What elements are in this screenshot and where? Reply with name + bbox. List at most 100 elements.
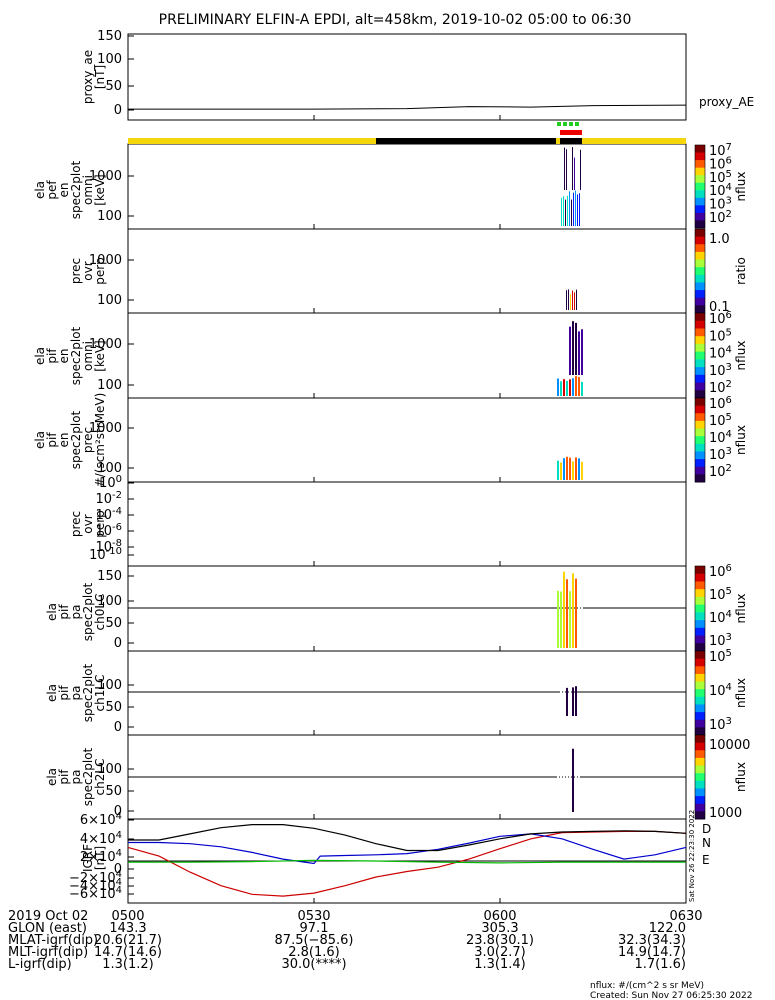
colorbar-segment bbox=[695, 413, 705, 422]
spectrogram-bin bbox=[574, 157, 575, 190]
panel-ylabel-line: #/(scm²strMeV) bbox=[93, 393, 107, 488]
spectrogram-bin bbox=[575, 760, 577, 812]
series-line-proxy-ae bbox=[128, 104, 687, 110]
colorbar-segment bbox=[695, 382, 705, 391]
spectrogram-bin bbox=[581, 329, 583, 375]
spectrogram-bin bbox=[578, 692, 580, 716]
y-tick-label: 100 bbox=[99, 474, 122, 491]
spectrogram-bin bbox=[572, 461, 574, 480]
colorbar-segment bbox=[695, 459, 705, 468]
status-segment-black bbox=[376, 138, 556, 144]
colorbar-tick-label: 104 bbox=[709, 682, 732, 699]
spectrogram-bin bbox=[567, 195, 568, 226]
panel-ylabel-line: en bbox=[57, 349, 71, 364]
footer-created: Created: Sun Nov 27 06:25:30 2022 bbox=[590, 991, 752, 1000]
x-row-label: GLON (east) bbox=[8, 921, 87, 936]
colorbar-segment bbox=[695, 274, 705, 283]
spectrogram-bin bbox=[577, 194, 578, 226]
panel-ylabel-line: spec2plot bbox=[69, 160, 83, 219]
colorbar-segment bbox=[695, 182, 705, 191]
colorbar-tick-label: 103 bbox=[709, 196, 732, 213]
spectrogram-bin bbox=[576, 289, 577, 310]
colorbar-segment bbox=[695, 190, 705, 199]
spectrogram-bin bbox=[561, 197, 562, 226]
spectrogram-bin bbox=[566, 318, 568, 375]
y-tick-label: 0 bbox=[114, 636, 122, 651]
spectrogram-bin bbox=[563, 571, 565, 648]
colorbar-segment bbox=[695, 175, 705, 184]
panel-ylabel-line: pif bbox=[57, 769, 71, 785]
colorbar-tick-label: 105 bbox=[709, 586, 732, 603]
x-value-label: 20.6(21.7) bbox=[94, 933, 162, 948]
spectrogram-bin bbox=[563, 196, 564, 226]
colorbar-segment bbox=[695, 796, 705, 805]
colorbar-segment bbox=[695, 788, 705, 797]
spectrogram-bin bbox=[566, 290, 567, 310]
colorbar-segment bbox=[695, 666, 705, 675]
colorbar-segment bbox=[695, 681, 705, 690]
science-marker-green bbox=[575, 122, 579, 126]
colorbar-tick-label: 106 bbox=[709, 310, 732, 327]
panel-ylabel-line: pa bbox=[69, 686, 83, 701]
colorbar-segment bbox=[695, 145, 705, 154]
x-value-label: 1.3(1.2) bbox=[102, 957, 154, 972]
y-tick-label: 150 bbox=[97, 569, 122, 584]
spectrogram-bin bbox=[579, 193, 580, 226]
y-tick-label: 2×104 bbox=[80, 848, 122, 865]
spectrogram-bin bbox=[572, 290, 573, 310]
colorbar-segment bbox=[695, 359, 705, 368]
panel-ylabel-line: pa bbox=[69, 770, 83, 785]
spectrogram-bin bbox=[581, 584, 583, 648]
panel-ylabel-line: prec bbox=[81, 427, 95, 453]
panel-ylabel-line: ovr bbox=[81, 261, 95, 280]
colorbar-segment bbox=[695, 773, 705, 782]
spectrogram-bin bbox=[562, 153, 563, 190]
colorbar-segment bbox=[695, 581, 705, 590]
legend-d: D bbox=[702, 822, 711, 836]
spectrogram-bin bbox=[560, 381, 562, 396]
science-marker-green bbox=[563, 122, 567, 126]
colorbar-segment bbox=[695, 267, 705, 276]
colorbar-segment bbox=[695, 765, 705, 774]
panel-ylabel-line: spec2plot bbox=[69, 326, 83, 385]
x-value-label: 14.7(14.6) bbox=[94, 945, 162, 960]
panel-ylabel-line: pif bbox=[57, 604, 71, 620]
colorbar-tick-label: 105 bbox=[709, 169, 732, 186]
spectrogram-bin bbox=[578, 581, 580, 648]
colorbar-segment bbox=[695, 735, 705, 744]
colorbar-tick-label: 102 bbox=[709, 379, 732, 396]
panel-4: 1000 100 elapifenspec2plotprec#/(scm²strMe… bbox=[33, 393, 687, 488]
colorbar-tick-label: 106 bbox=[709, 155, 732, 172]
y-tick-label: −6×104 bbox=[69, 885, 122, 902]
timestamp-vertical: Sat Nov 26 22:23:30 2022 bbox=[688, 810, 696, 902]
panel-frame bbox=[127, 650, 687, 736]
plot-title: PRELIMINARY ELFIN-A EPDI, alt=458km, 201… bbox=[159, 12, 632, 28]
series-line-igrf-N bbox=[128, 833, 687, 865]
panel-ylabel-line: ch0LC bbox=[93, 594, 107, 631]
spectrogram-bin bbox=[566, 687, 568, 716]
colorbar-segment bbox=[695, 750, 705, 759]
y-tick-label: −4×104 bbox=[69, 877, 122, 894]
spectrogram-bin bbox=[578, 151, 579, 190]
panel-ylabel-line: spec2plot bbox=[81, 582, 95, 641]
colorbar-segment bbox=[695, 197, 705, 206]
y-tick-label: 10-6 bbox=[95, 522, 122, 539]
panel-frame bbox=[127, 33, 687, 121]
colorbar-segment bbox=[695, 704, 705, 713]
spectrogram-bin bbox=[570, 294, 571, 310]
x-row-label: L-igrf(dip) bbox=[8, 957, 72, 972]
x-row-label: MLAT-igrf(dip) bbox=[8, 933, 98, 948]
spectrogram-bin bbox=[566, 380, 568, 396]
panel-ylabel-line: pif bbox=[57, 685, 71, 701]
x-value-label: 1.7(1.6) bbox=[635, 957, 687, 972]
panel-ylabel-line: proxy_ae bbox=[81, 50, 95, 104]
spectrogram-bin bbox=[566, 579, 568, 648]
y-tick-label: 100 bbox=[97, 762, 122, 777]
spectrogram-bin bbox=[566, 149, 567, 190]
y-tick-label: 50 bbox=[105, 700, 122, 715]
panel-ylabel-line: omni bbox=[81, 341, 95, 371]
